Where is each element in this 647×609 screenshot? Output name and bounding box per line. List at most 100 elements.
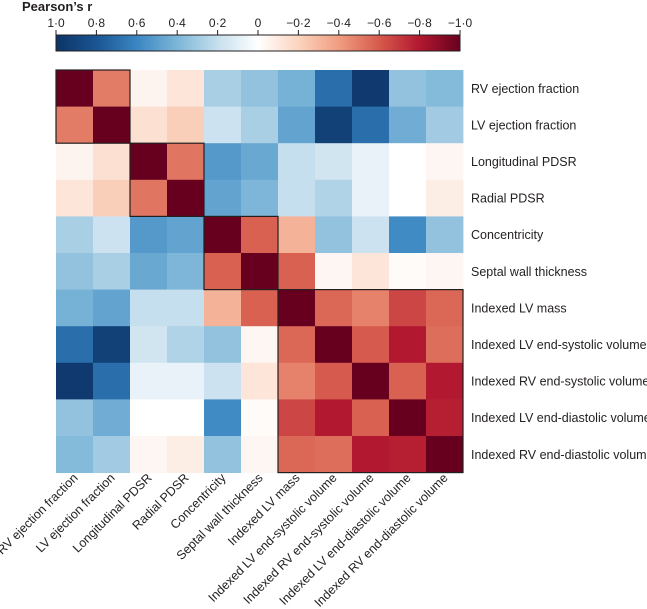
- heatmap-cell: [241, 143, 279, 181]
- heatmap-cell: [278, 253, 316, 290]
- heatmap-cell: [426, 143, 464, 181]
- heatmap-cell: [389, 106, 427, 144]
- heatmap-cell: [56, 179, 94, 217]
- colorbar-tick-label: 0·8: [88, 16, 106, 30]
- heatmap-cell: [167, 289, 205, 327]
- heatmap-cell: [278, 143, 316, 181]
- heatmap-cell: [426, 179, 464, 217]
- heatmap-cell: [167, 399, 205, 437]
- heatmap-cell: [204, 253, 242, 290]
- heatmap-cell: [93, 399, 131, 437]
- colorbar-gradient: [55, 34, 461, 52]
- heatmap-cell: [93, 70, 131, 107]
- heatmap-cell: [56, 106, 94, 144]
- heatmap-cell: [93, 143, 131, 181]
- heatmap-cell: [204, 216, 242, 254]
- heatmap-cell: [130, 143, 168, 181]
- colorbar-tick-label: 1·0: [47, 16, 65, 30]
- heatmap-cell: [241, 106, 279, 144]
- row-label: Indexed RV end-diastolic volume: [471, 448, 647, 462]
- colorbar-tick-label: −0·4: [327, 16, 352, 30]
- heatmap-cell: [389, 436, 427, 473]
- heatmap-cell: [130, 179, 168, 217]
- heatmap-cell: [93, 106, 131, 144]
- heatmap-cell: [56, 216, 94, 254]
- heatmap-cell: [389, 216, 427, 254]
- heatmap-cell: [130, 253, 168, 290]
- heatmap-cell: [56, 399, 94, 437]
- heatmap-cell: [426, 436, 464, 473]
- heatmap-cell: [204, 326, 242, 364]
- heatmap-cell: [426, 216, 464, 254]
- row-label: Longitudinal PDSR: [471, 155, 577, 169]
- heatmap-cell: [352, 106, 390, 144]
- colorbar-tick-label: −0·6: [367, 16, 392, 30]
- heatmap-cell: [389, 326, 427, 364]
- heatmap-cell: [56, 436, 94, 473]
- heatmap-cell: [93, 179, 131, 217]
- heatmap-cell: [241, 253, 279, 290]
- heatmap-cell: [389, 143, 427, 181]
- heatmap-cell: [315, 326, 353, 364]
- heatmap-cell: [204, 106, 242, 144]
- heatmap-cell: [56, 326, 94, 364]
- heatmap-cell: [315, 106, 353, 144]
- cluster-block-outline: [277, 289, 464, 474]
- row-label: Indexed LV end-systolic volume: [471, 338, 647, 352]
- row-label: Indexed LV mass: [471, 301, 567, 315]
- heatmap-cell: [241, 436, 279, 473]
- heatmap-cell: [278, 106, 316, 144]
- heatmap-cell: [93, 436, 131, 473]
- heatmap-cell: [93, 216, 131, 254]
- heatmap-cell: [352, 326, 390, 364]
- heatmap-cell: [167, 70, 205, 107]
- heatmap-cell: [352, 289, 390, 327]
- heatmap-cell: [204, 436, 242, 473]
- heatmap-cell: [204, 362, 242, 400]
- heatmap-cell: [389, 289, 427, 327]
- heatmap-cell: [56, 362, 94, 400]
- heatmap-cell: [278, 362, 316, 400]
- row-labels: RV ejection fraction LV ejection fraction…: [471, 82, 647, 462]
- heatmap-cell: [167, 106, 205, 144]
- heatmap-cell: [130, 436, 168, 473]
- heatmap-cell: [426, 253, 464, 290]
- heatmap-cell: [426, 326, 464, 364]
- row-label: Indexed RV end-systolic volume: [471, 375, 647, 389]
- colorbar-ticks: 1·0 0·8 0·6 0·4 0·2 0 −0·2 −0·4 −0·6 −0·8 −1·0: [47, 16, 472, 35]
- heatmap-cell: [167, 143, 205, 181]
- heatmap-cell: [167, 326, 205, 364]
- heatmap-cell: [167, 362, 205, 400]
- heatmap-cell: [241, 399, 279, 437]
- heatmap-cell: [130, 326, 168, 364]
- heatmap-cell: [315, 216, 353, 254]
- heatmap-cell: [278, 326, 316, 364]
- row-label: Radial PDSR: [471, 192, 545, 206]
- cluster-block-outline: [129, 142, 205, 217]
- heatmap-cell: [204, 179, 242, 217]
- heatmap-cell: [56, 289, 94, 327]
- heatmap-cell: [56, 253, 94, 290]
- heatmap-cells: [56, 70, 464, 473]
- heatmap-cell: [426, 70, 464, 107]
- heatmap-cell: [278, 436, 316, 473]
- heatmap-cell: [352, 399, 390, 437]
- heatmap-cell: [315, 399, 353, 437]
- heatmap-cell: [167, 253, 205, 290]
- heatmap-cell: [130, 399, 168, 437]
- heatmap-cell: [130, 70, 168, 107]
- heatmap-cell: [241, 179, 279, 217]
- row-label: Septal wall thickness: [471, 265, 587, 279]
- heatmap-cell: [426, 106, 464, 144]
- heatmap-cell: [278, 399, 316, 437]
- heatmap-cell: [278, 289, 316, 327]
- colorbar-title: Pearson’s r: [22, 0, 92, 14]
- cluster-block-outline: [203, 215, 279, 291]
- row-label: LV ejection fraction: [471, 118, 576, 132]
- row-label: Indexed LV end-diastolic volume: [471, 411, 647, 425]
- heatmap-cell: [130, 362, 168, 400]
- heatmap-cell: [352, 143, 390, 181]
- heatmap-cell: [426, 289, 464, 327]
